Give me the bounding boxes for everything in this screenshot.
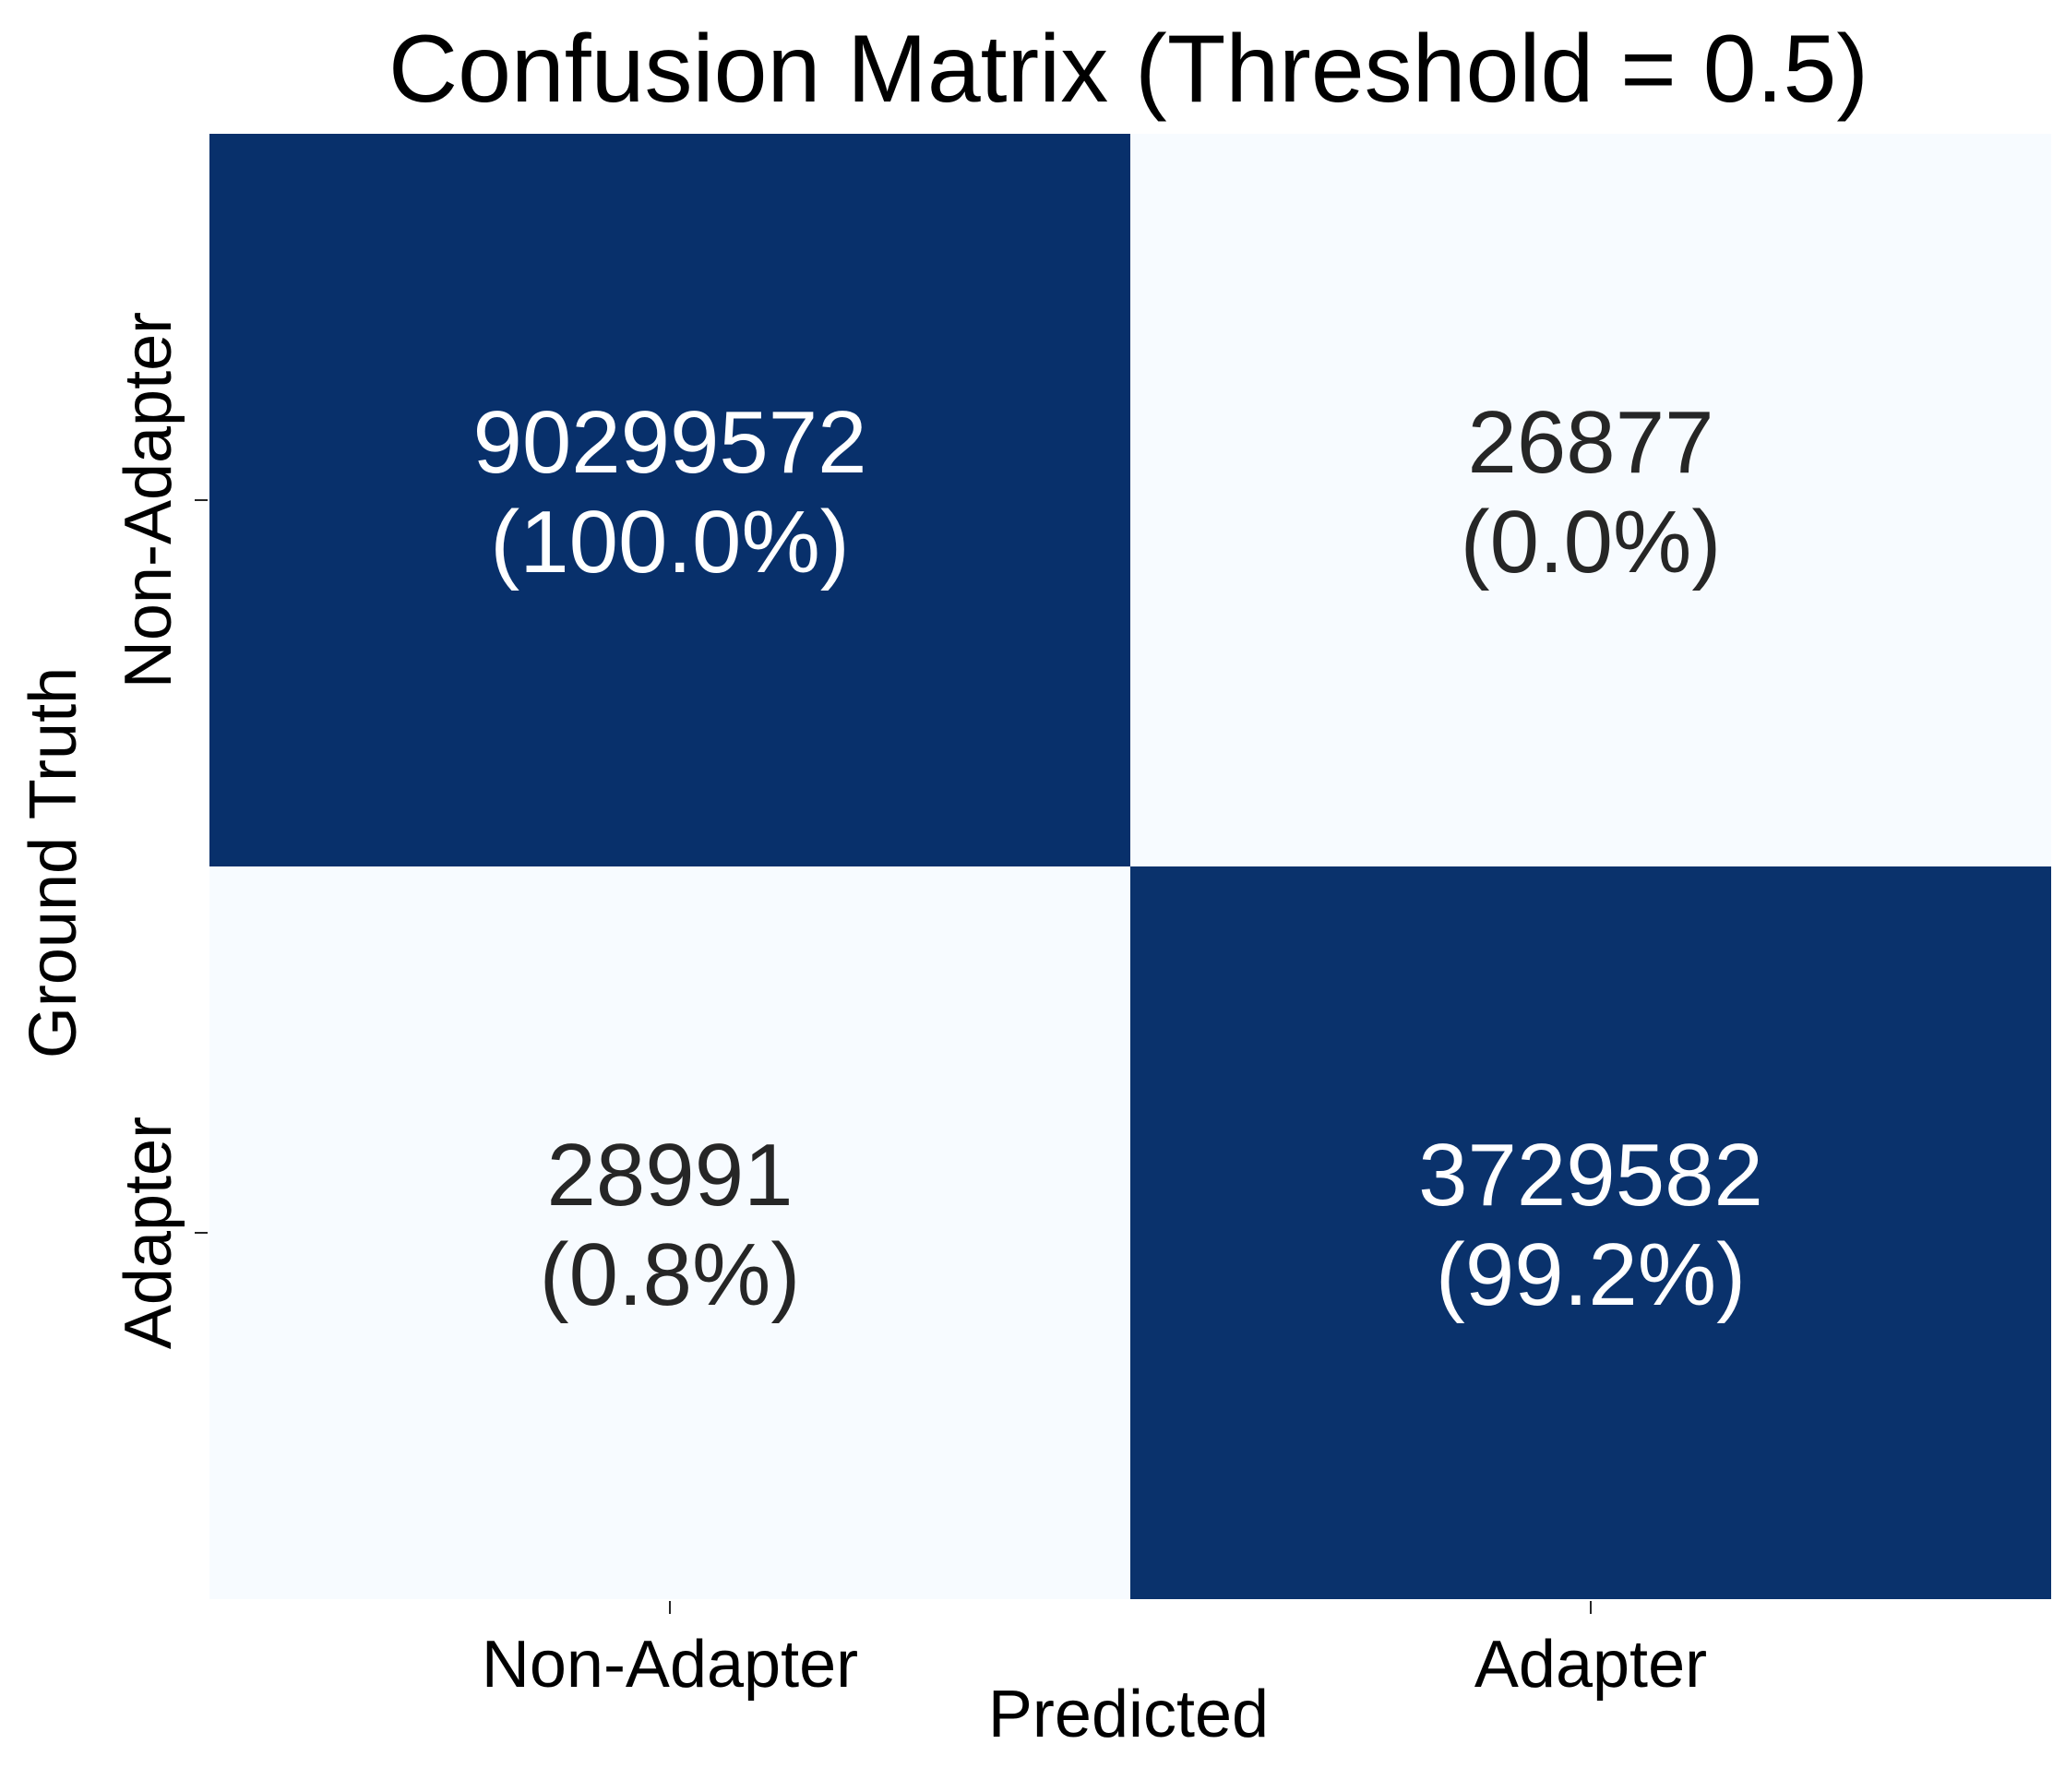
cell-value-r1-c0: 28991 <box>547 1126 794 1225</box>
x-tick-label-1: Adapter <box>1474 1628 1707 1702</box>
cell-percent-r0-c1: (0.0%) <box>1461 493 1722 591</box>
cell-value-r1-c1: 3729582 <box>1418 1126 1763 1225</box>
y-tick-label-1: Adapter <box>112 1117 185 1349</box>
chart-title: Confusion Matrix (Threshold = 0.5) <box>388 16 1868 123</box>
cell-value-r0-c1: 26877 <box>1468 393 1714 492</box>
x-axis-label: Predicted <box>988 1678 1269 1751</box>
y-tick-label-0: Non-Adapter <box>112 312 185 688</box>
cell-percent-r1-c1: (99.2%) <box>1436 1225 1746 1324</box>
heatmap-cell-r1-c1 <box>1130 866 2051 1599</box>
cell-value-r0-c0: 90299572 <box>472 393 866 492</box>
y-axis-label: Ground Truth <box>17 667 90 1058</box>
heatmap-cells: 90299572(100.0%) 26877(0.0%) 28991(0.8%) 37… <box>209 134 2051 1599</box>
heatmap-cell-r0-c0 <box>209 134 1130 866</box>
heatmap-cell-r0-c1 <box>1130 134 2051 866</box>
cell-percent-r0-c0: (100.0%) <box>490 493 850 591</box>
cell-percent-r1-c0: (0.8%) <box>540 1225 801 1324</box>
heatmap-cell-r1-c0 <box>209 866 1130 1599</box>
x-tick-label-0: Non-Adapter <box>482 1628 858 1702</box>
axis-ticks: Non-Adapter Adapter Non-Adapter Adapter <box>112 312 1707 1702</box>
